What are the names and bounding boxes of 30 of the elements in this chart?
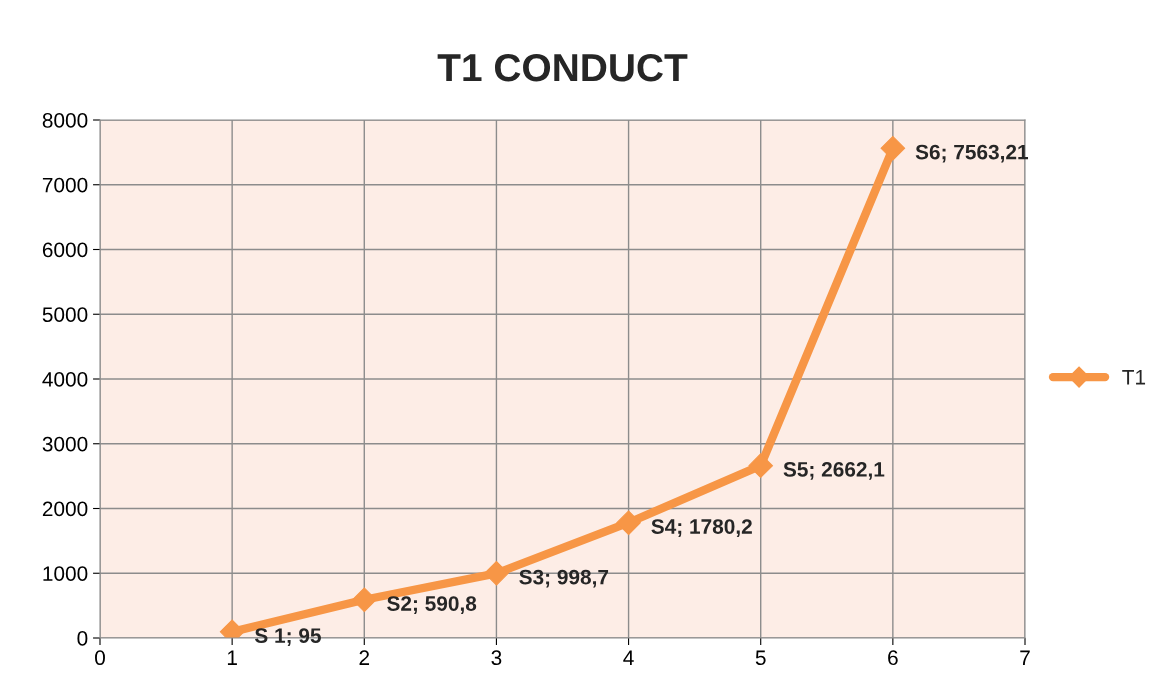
data-label: S3; 998,7 bbox=[519, 569, 609, 588]
point bbox=[880, 135, 906, 161]
y-tick-label: 1000 bbox=[43, 566, 88, 581]
y-tick-label: 7000 bbox=[42, 177, 88, 193]
y-tick-label: 2000 bbox=[42, 501, 88, 517]
y-tick-label: 5000 bbox=[42, 307, 88, 322]
x-tick-label: 0 bbox=[95, 650, 105, 666]
y-tick-label: 6000 bbox=[42, 242, 88, 258]
data-label: S2; 590,8 bbox=[387, 596, 477, 614]
point bbox=[748, 453, 774, 478]
x-tick-label: 2 bbox=[359, 650, 370, 665]
chart-title: T1 CONDUCT bbox=[437, 53, 688, 82]
point bbox=[616, 510, 641, 536]
data-label: S6; 7563,21 bbox=[915, 144, 1029, 163]
x-tick-label: 7 bbox=[1020, 650, 1030, 665]
x-tick-label: 6 bbox=[888, 650, 898, 666]
y-tick-label: 8000 bbox=[42, 113, 88, 128]
data-label: S 1; 95 bbox=[254, 628, 321, 647]
x-tick-label: 5 bbox=[755, 650, 766, 666]
y-tick-label: 3000 bbox=[42, 436, 88, 452]
data-label: S4; 1780,2 bbox=[651, 519, 752, 537]
data-label: S5; 2662,1 bbox=[783, 462, 885, 480]
point bbox=[351, 587, 377, 613]
legend-label: T1 bbox=[1122, 370, 1146, 385]
x-tick-label: 4 bbox=[623, 650, 634, 665]
x-tick-label: 1 bbox=[227, 650, 237, 665]
point bbox=[484, 561, 509, 586]
y-tick-label: 4000 bbox=[42, 372, 88, 387]
y-tick-label: 0 bbox=[77, 631, 88, 646]
x-tick-label: 3 bbox=[491, 650, 502, 666]
